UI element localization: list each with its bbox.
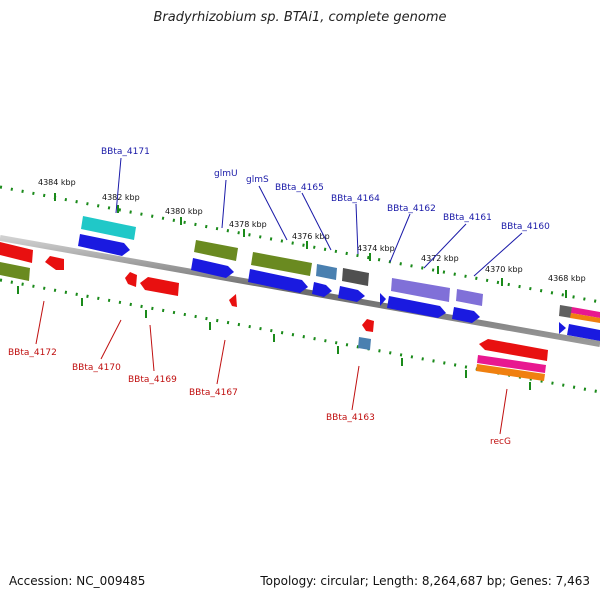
gene-bbta-4162-blue[interactable] (387, 296, 446, 318)
gene-bbta-4162[interactable] (391, 278, 450, 302)
kbp-label: 4376 kbp (292, 232, 330, 241)
gene-bbta-4171[interactable] (81, 216, 136, 240)
gene-glmu-blue[interactable] (191, 258, 234, 278)
gene-bbta-4172-red[interactable] (0, 242, 33, 263)
gene-bbta-4160-blue[interactable] (559, 322, 566, 334)
gene-label: BBta_4164 (331, 194, 380, 204)
gene-label: BBta_4172 (8, 348, 57, 358)
gene-bbta-4165[interactable] (316, 264, 337, 280)
gene-label: glmU (214, 169, 238, 179)
gene-bbta-4161-blue[interactable] (452, 307, 480, 323)
gene-bbta-4160-orange[interactable] (570, 313, 600, 323)
kbp-label: 4374 kbp (357, 244, 395, 253)
gene-glmu[interactable] (194, 240, 238, 261)
gene-small-blue[interactable] (380, 293, 386, 306)
gene-label: BBta_4165 (275, 183, 324, 193)
gene-bbta-4160-pink[interactable] (571, 307, 600, 318)
top-gene-labels: BBta_4171 glmU glmS BBta_4165 BBta_4164 … (101, 147, 550, 232)
gene-bbta-4164[interactable] (342, 268, 369, 286)
upper-gene-lane (78, 216, 600, 341)
kbp-label: 4380 kbp (165, 207, 203, 216)
gene-recg-red[interactable] (479, 339, 548, 361)
gene-bbta-4169-red[interactable] (125, 272, 137, 287)
genome-title: Bradyrhizobium sp. BTAi1, complete genom… (153, 10, 447, 25)
kbp-label: 4382 kbp (102, 193, 140, 202)
gene-label: glmS (246, 175, 269, 185)
kbp-label: 4384 kbp (38, 178, 76, 187)
kbp-label: 4368 kbp (548, 274, 586, 283)
gene-label: BBta_4162 (387, 204, 436, 214)
gene-glms-blue[interactable] (248, 269, 308, 293)
topology-text: Topology: circular; Length: 8,264,687 bp… (260, 574, 590, 588)
lower-major-ticks (17, 286, 531, 390)
kbp-label: 4378 kbp (229, 220, 267, 229)
leader-lines-bottom (35, 300, 508, 435)
gene-label: BBta_4161 (443, 213, 492, 223)
gene-bbta-4160-gray[interactable] (559, 305, 572, 318)
gene-label: BBta_4169 (128, 375, 177, 385)
gene-bbta-4160-blue2[interactable] (567, 324, 600, 341)
bottom-gene-labels: BBta_4172 BBta_4170 BBta_4169 BBta_4167 … (8, 348, 511, 447)
gene-bbta-4163-red[interactable] (362, 319, 374, 332)
gene-label: BBta_4167 (189, 388, 238, 398)
gene-bbta-4169[interactable] (140, 277, 179, 296)
gene-label: BBta_4160 (501, 222, 550, 232)
gene-bbta-4165-blue[interactable] (312, 282, 332, 297)
gene-bbta-4161[interactable] (456, 289, 483, 306)
kbp-label: 4372 kbp (421, 254, 459, 263)
accession-text: Accession: NC_009485 (9, 574, 146, 588)
gene-bbta-4167[interactable] (229, 294, 237, 307)
gene-bbta-4172-olive[interactable] (0, 262, 30, 281)
gene-label: BBta_4171 (101, 147, 150, 157)
gene-label: BBta_4163 (326, 413, 375, 423)
gene-bbta-4171-blue[interactable] (78, 234, 130, 256)
gene-recg-pink[interactable] (477, 355, 546, 373)
gene-bbta-4170-red[interactable] (45, 256, 64, 270)
kbp-labels: 4384 kbp 4382 kbp 4380 kbp 4378 kbp 4376… (38, 178, 586, 283)
lower-gene-lane (0, 242, 548, 381)
gene-bbta-4163[interactable] (358, 337, 371, 350)
gene-glms[interactable] (251, 252, 312, 276)
gene-recg-orange[interactable] (476, 364, 545, 381)
kbp-label: 4370 kbp (485, 265, 523, 274)
gene-label: BBta_4170 (72, 363, 121, 373)
upper-major-ticks (54, 193, 567, 298)
leader-lines-top (115, 157, 523, 277)
gene-bbta-4164-blue[interactable] (338, 286, 365, 302)
gene-label: recG (490, 437, 511, 447)
